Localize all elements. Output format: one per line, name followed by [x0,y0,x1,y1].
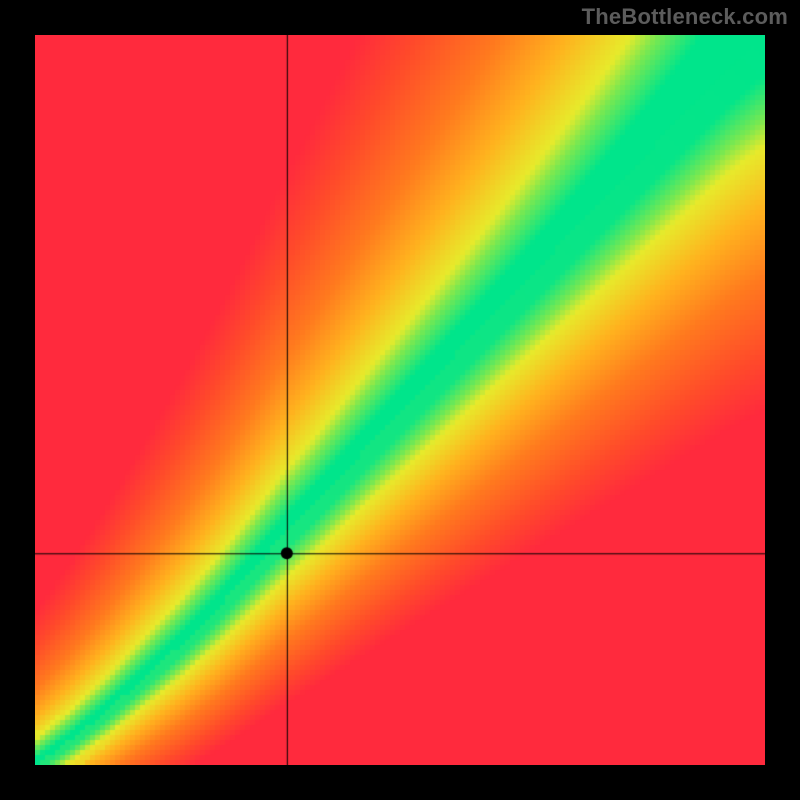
attribution-text: TheBottleneck.com [582,4,788,30]
chart-frame: TheBottleneck.com [0,0,800,800]
heatmap-canvas [35,35,765,765]
heatmap-plot [35,35,765,765]
